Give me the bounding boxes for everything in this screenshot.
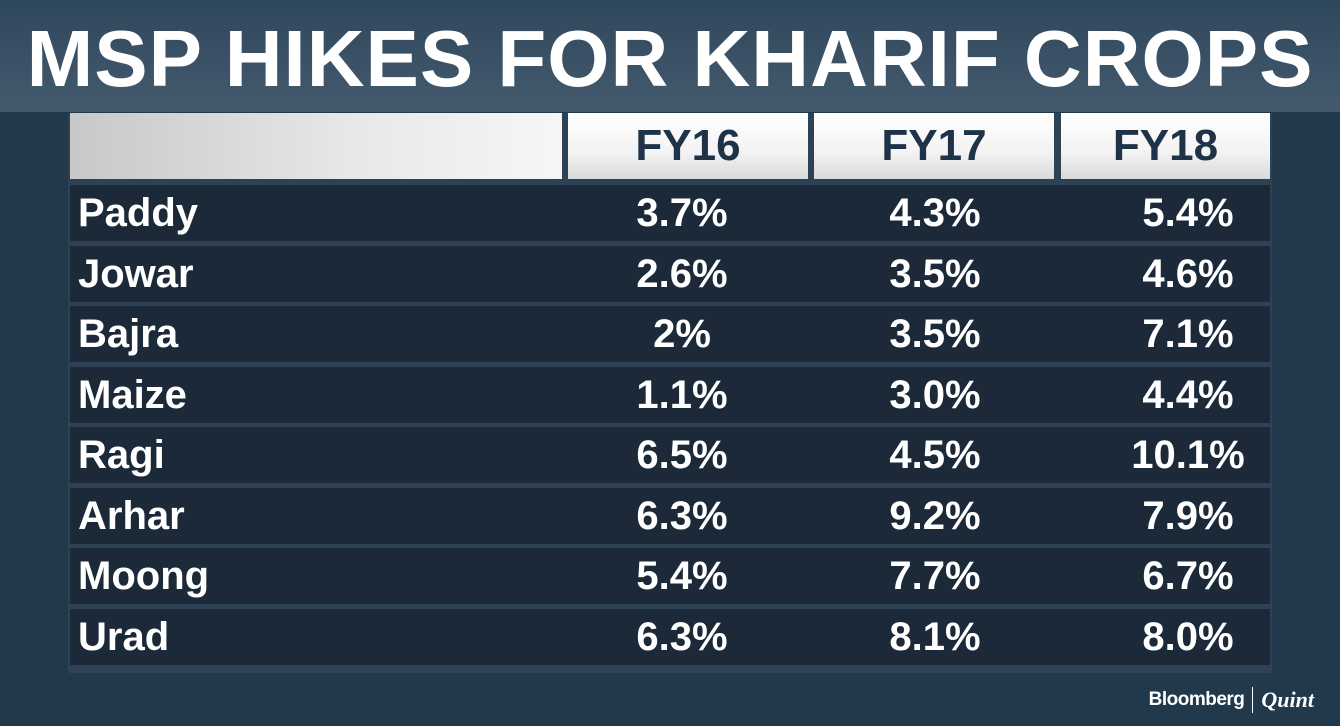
logo-bloomberg: Bloomberg: [1148, 689, 1245, 710]
msp-value-fy17: 3.5%: [889, 252, 981, 296]
table-row: Ragi 6.5% 4.5% 10.1%: [70, 427, 1270, 483]
msp-value-fy16: 1.1%: [636, 373, 728, 417]
logo-quint: Quint: [1261, 687, 1314, 712]
title-band: [0, 0, 1340, 112]
msp-value-fy18: 10.1%: [1131, 433, 1245, 477]
msp-value-fy17: 4.3%: [889, 191, 981, 235]
msp-value-fy18: 6.7%: [1142, 554, 1234, 598]
column-header-fy16: FY16: [568, 113, 808, 179]
msp-value-fy17: 9.2%: [889, 494, 981, 538]
msp-value-fy18: 4.4%: [1142, 373, 1234, 417]
column-header-fy18: FY18: [1061, 113, 1270, 179]
msp-value-fy18: 7.1%: [1142, 312, 1234, 356]
msp-value-fy16: 5.4%: [636, 554, 728, 598]
table-row: Jowar 2.6% 3.5% 4.6%: [70, 246, 1270, 302]
msp-value-fy18: 5.4%: [1142, 191, 1234, 235]
crop-name: Maize: [78, 373, 187, 417]
column-header-fy17: FY17: [814, 113, 1054, 179]
table-row: Bajra 2% 3.5% 7.1%: [70, 306, 1270, 362]
msp-value-fy16: 2.6%: [636, 252, 728, 296]
crop-name: Paddy: [78, 191, 199, 235]
crop-name: Arhar: [78, 494, 185, 538]
crop-name: Bajra: [78, 312, 179, 356]
msp-value-fy17: 4.5%: [889, 433, 981, 477]
table-row: Paddy 3.7% 4.3% 5.4%: [70, 185, 1270, 241]
crop-name: Ragi: [78, 433, 165, 477]
msp-value-fy17: 8.1%: [889, 615, 981, 659]
msp-value-fy17: 7.7%: [889, 554, 981, 598]
table-row: Urad 6.3% 8.1% 8.0%: [70, 609, 1270, 665]
crop-name: Moong: [78, 554, 210, 598]
msp-value-fy17: 3.0%: [889, 373, 981, 417]
page-title: MSP HIKES FOR KHARIF CROPS: [26, 14, 1314, 103]
msp-value-fy16: 6.3%: [636, 494, 728, 538]
msp-value-fy16: 6.5%: [636, 433, 728, 477]
crop-name: Urad: [78, 615, 170, 659]
msp-value-fy16: 2%: [653, 312, 711, 356]
header-blank-cell: [70, 113, 562, 179]
crop-name: Jowar: [78, 252, 194, 296]
table-row: Maize 1.1% 3.0% 4.4%: [70, 367, 1270, 423]
msp-value-fy18: 7.9%: [1142, 494, 1234, 538]
msp-value-fy16: 3.7%: [636, 191, 728, 235]
bloomberg-quint-logo: Bloomberg Quint: [1149, 686, 1314, 714]
table-row: Arhar 6.3% 9.2% 7.9%: [70, 488, 1270, 544]
msp-value-fy17: 3.5%: [889, 312, 981, 356]
msp-value-fy16: 6.3%: [636, 615, 728, 659]
msp-value-fy18: 4.6%: [1142, 252, 1234, 296]
msp-value-fy18: 8.0%: [1142, 615, 1234, 659]
logo-divider: [1252, 687, 1254, 713]
table-row: Moong 5.4% 7.7% 6.7%: [70, 548, 1270, 604]
